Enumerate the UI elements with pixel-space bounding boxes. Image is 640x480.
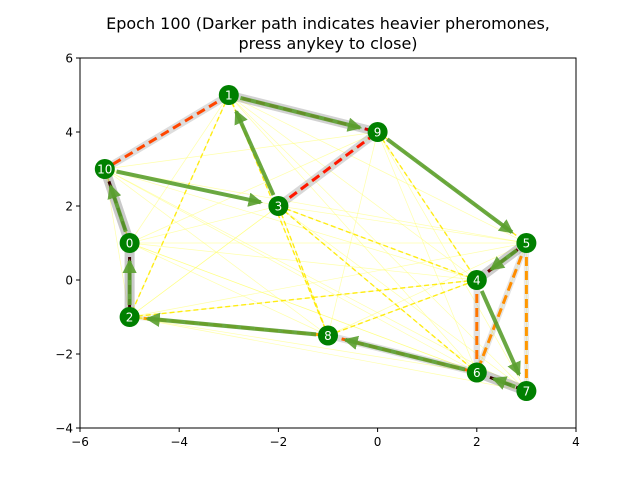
faint-edge bbox=[129, 316, 527, 392]
node-label: 7 bbox=[523, 384, 531, 398]
node-marker bbox=[367, 122, 388, 142]
yellow-edge bbox=[128, 94, 230, 318]
node-label: 4 bbox=[473, 273, 481, 287]
node-marker bbox=[119, 233, 140, 253]
node-3: 3 bbox=[268, 196, 289, 216]
yellow-edge bbox=[377, 131, 478, 281]
y-axis: −4 −2 0 2 4 6 bbox=[55, 51, 80, 435]
y-tick-label: −4 bbox=[55, 421, 73, 435]
node-marker bbox=[119, 307, 140, 327]
node-marker bbox=[466, 362, 487, 383]
pheromone-edge bbox=[104, 93, 230, 171]
x-tick-label: 2 bbox=[473, 435, 481, 449]
faint-edge bbox=[129, 94, 230, 244]
faint-edge bbox=[104, 168, 527, 392]
faint-edge bbox=[104, 168, 477, 373]
path-arrow bbox=[234, 109, 276, 196]
x-tick-label: −2 bbox=[270, 435, 288, 449]
y-tick-label: −2 bbox=[55, 347, 73, 361]
faint-edge bbox=[228, 94, 527, 244]
path-arrow bbox=[343, 335, 466, 372]
node-marker bbox=[268, 196, 289, 216]
faint-edge bbox=[278, 205, 527, 244]
nodes-layer: 0 1 2 3 4 5 6 7 8 9 10 bbox=[94, 85, 537, 401]
node-label: 1 bbox=[225, 88, 233, 102]
yellow-edge bbox=[129, 279, 477, 318]
node-8: 8 bbox=[318, 325, 338, 346]
faint-edge bbox=[377, 131, 478, 373]
faint-edge bbox=[129, 242, 329, 336]
path-edges-layer bbox=[107, 95, 521, 390]
yellow-edge bbox=[327, 279, 478, 337]
node-label: 0 bbox=[126, 236, 134, 250]
path-arrow bbox=[116, 169, 263, 207]
x-tick-label: 4 bbox=[572, 435, 580, 449]
yellow-edge bbox=[277, 205, 478, 374]
yellow-edge bbox=[278, 205, 478, 281]
node-marker bbox=[94, 159, 115, 179]
plot-area bbox=[99, 90, 532, 396]
yellow-edge bbox=[277, 205, 329, 336]
node-label: 10 bbox=[97, 162, 112, 176]
path-arrow bbox=[386, 137, 514, 234]
faint-edge bbox=[377, 131, 527, 392]
y-tick-label: 6 bbox=[65, 51, 73, 65]
faint-edge bbox=[129, 242, 477, 281]
y-tick-label: 0 bbox=[65, 273, 73, 287]
node-6: 6 bbox=[466, 362, 487, 383]
path-arrow bbox=[239, 95, 363, 132]
pheromone-edge bbox=[277, 130, 379, 208]
node-marker bbox=[318, 325, 338, 346]
node-label: 6 bbox=[473, 366, 481, 380]
faint-edge bbox=[104, 168, 527, 244]
node-label: 2 bbox=[126, 310, 134, 324]
faint-edge bbox=[104, 131, 378, 170]
x-tick-label: −4 bbox=[170, 435, 188, 449]
node-9: 9 bbox=[367, 122, 388, 142]
node-marker bbox=[218, 85, 239, 105]
faint-edge bbox=[228, 94, 478, 281]
faint-edge bbox=[129, 316, 477, 373]
x-tick-label: −6 bbox=[71, 435, 89, 449]
node-label: 3 bbox=[275, 199, 283, 213]
node-label: 5 bbox=[523, 236, 531, 250]
path-arrow bbox=[491, 376, 516, 390]
plot-frame bbox=[79, 57, 577, 429]
yellow-edge bbox=[104, 168, 131, 244]
node-1: 1 bbox=[218, 85, 239, 105]
node-4: 4 bbox=[466, 270, 487, 290]
node-marker bbox=[466, 270, 487, 290]
x-tick-label: 0 bbox=[374, 435, 382, 449]
path-arrow bbox=[107, 184, 128, 233]
faint-edge bbox=[278, 205, 527, 392]
node-2: 2 bbox=[119, 307, 140, 327]
node-5: 5 bbox=[516, 233, 537, 253]
node-label: 9 bbox=[374, 125, 382, 139]
node-0: 0 bbox=[119, 233, 140, 253]
x-axis: −6 −4 −2 0 2 4 bbox=[71, 428, 580, 449]
chart-title-line-2: press anykey to close) bbox=[238, 34, 417, 53]
faint-edge bbox=[104, 168, 477, 281]
y-tick-label: 4 bbox=[65, 125, 73, 139]
faint-edge bbox=[327, 131, 378, 336]
node-marker bbox=[516, 233, 537, 253]
path-arrow bbox=[145, 312, 317, 337]
y-tick-label: 2 bbox=[65, 199, 73, 213]
node-label: 8 bbox=[324, 329, 332, 343]
chart-title-line-1: Epoch 100 (Darker path indicates heavier… bbox=[106, 14, 550, 33]
pheromone-edge bbox=[475, 242, 528, 374]
path-arrow bbox=[479, 290, 521, 377]
path-arrow bbox=[489, 248, 518, 271]
node-7: 7 bbox=[516, 381, 537, 401]
node-marker bbox=[516, 381, 537, 401]
faint-edge bbox=[104, 168, 329, 336]
node-10: 10 bbox=[94, 159, 115, 179]
faint-edge bbox=[129, 205, 279, 244]
